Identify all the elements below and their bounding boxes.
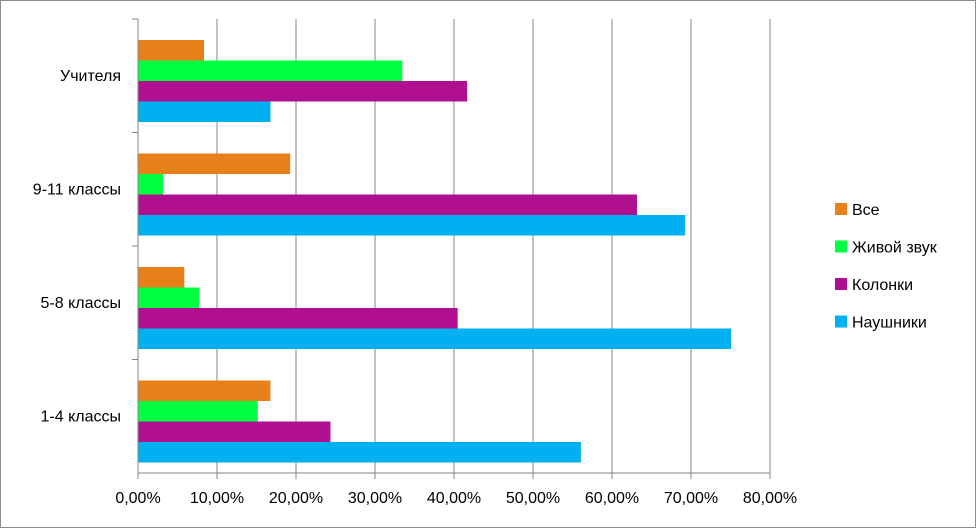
x-tick-label: 30,00% [348, 490, 402, 507]
bar-Наушники [138, 101, 271, 122]
x-tick-label: 10,00% [190, 490, 244, 507]
y-tick-label: Учителя [60, 68, 121, 85]
bar-Колонки [138, 308, 458, 329]
x-tick-label: 0,00% [115, 490, 160, 507]
x-tick-label: 60,00% [585, 490, 639, 507]
bars [138, 40, 731, 463]
legend-swatch [835, 315, 847, 328]
y-tick-label: 1-4 классы [41, 408, 121, 425]
y-tick-label: 5-8 классы [41, 295, 121, 312]
bar-Все [138, 153, 291, 174]
bar-Колонки [138, 194, 637, 215]
legend-label: Все [852, 202, 880, 219]
legend-swatch [835, 203, 847, 215]
bar-Все [138, 380, 271, 401]
bar-Живой звук [138, 60, 403, 81]
bar-Все [138, 40, 205, 61]
x-tick-label: 40,00% [427, 490, 481, 507]
legend-label: Живой звук [852, 240, 938, 257]
legend: Все Живой звук Колонки Наушники [835, 202, 938, 332]
bar-Колонки [138, 81, 468, 102]
legend-label: Колонки [852, 277, 913, 294]
bar-Живой звук [138, 174, 163, 195]
bar-Наушники [138, 442, 581, 463]
bar-Живой звук [138, 401, 258, 422]
legend-label: Наушники [852, 315, 927, 332]
bar-Все [138, 267, 185, 288]
axes: 0,00% 10,00% 20,00% 30,00% 40,00% 50,00% 60,00… [33, 18, 797, 507]
legend-swatch [835, 278, 847, 290]
x-tick-label: 20,00% [269, 490, 323, 507]
bar-Колонки [138, 421, 331, 442]
x-tick-label: 50,00% [506, 490, 560, 507]
x-tick-label: 70,00% [664, 490, 718, 507]
bar-Наушники [138, 215, 686, 236]
legend-swatch [835, 240, 847, 253]
x-tick-label: 80,00% [743, 490, 797, 507]
bar-Наушники [138, 328, 731, 349]
y-tick-label: 9-11 классы [33, 181, 121, 198]
bar-Живой звук [138, 287, 200, 308]
